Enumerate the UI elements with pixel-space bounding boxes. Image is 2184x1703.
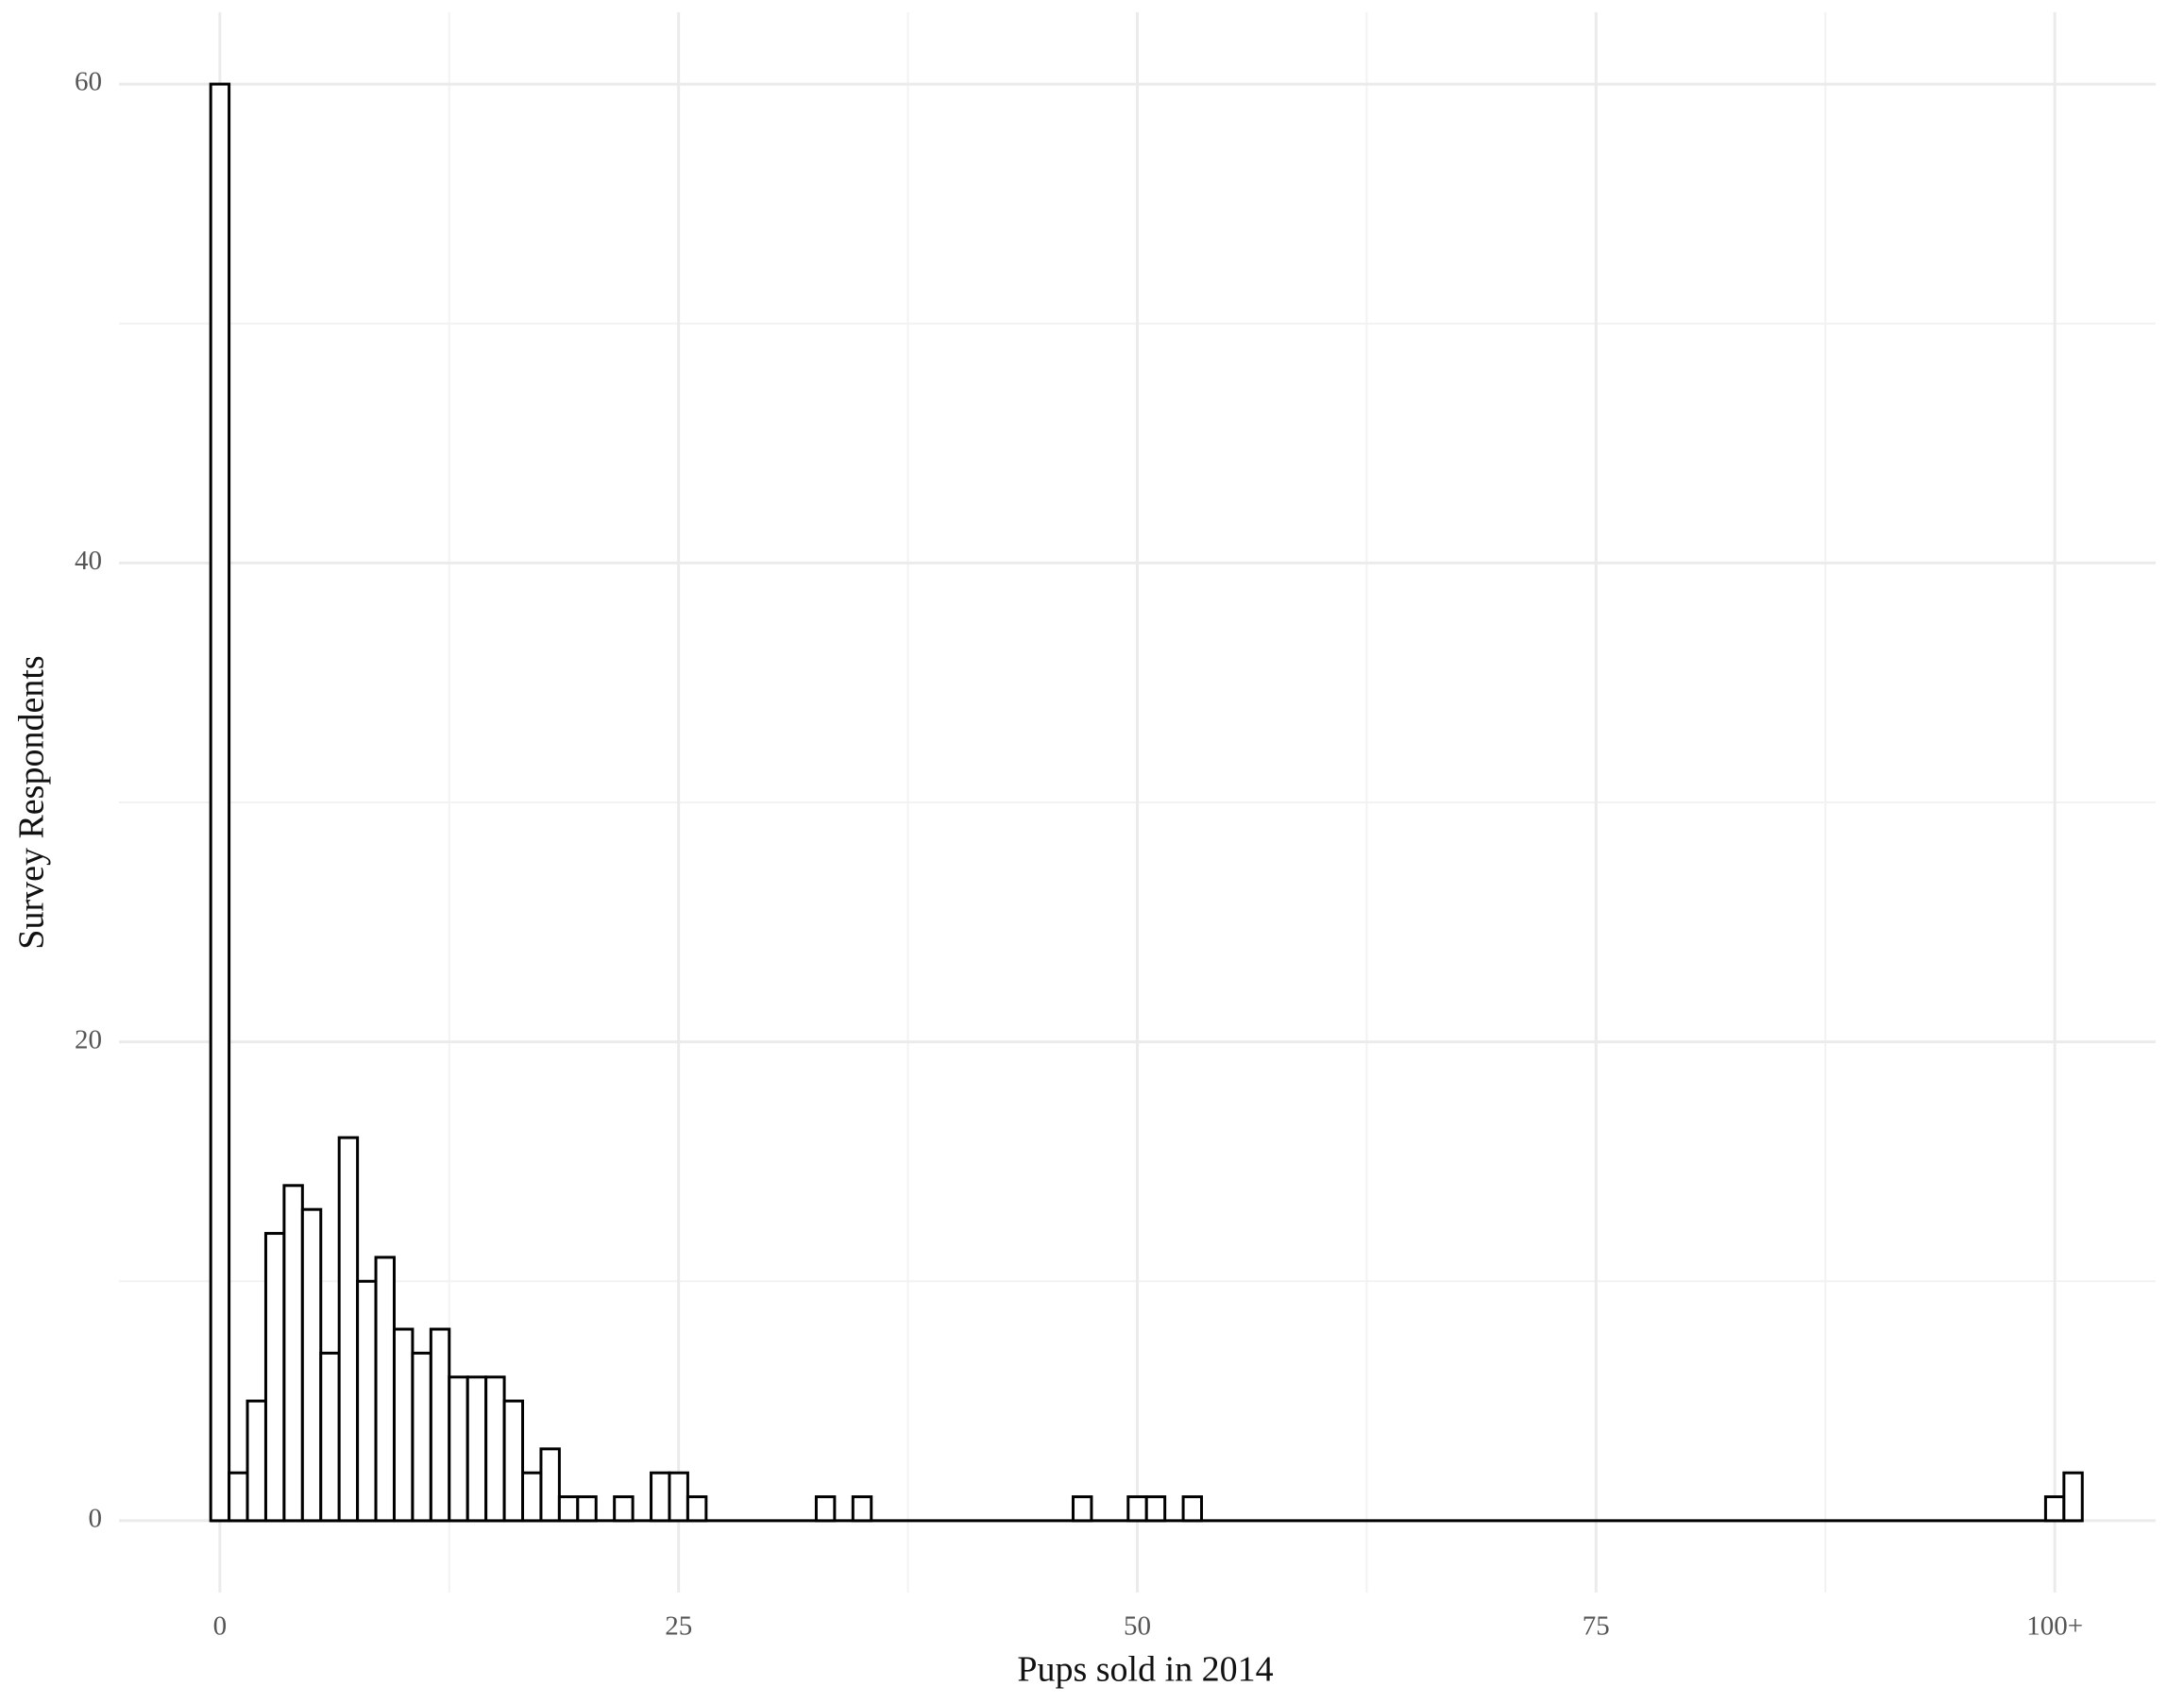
bar xyxy=(429,1327,451,1523)
bar xyxy=(228,1471,249,1523)
bar xyxy=(448,1375,469,1523)
x-tick-label: 50 xyxy=(1124,1611,1151,1642)
bar xyxy=(851,1495,873,1523)
bar xyxy=(686,1495,708,1523)
y-tick-label: 40 xyxy=(75,546,102,576)
bar xyxy=(1181,1495,1204,1523)
bar xyxy=(1144,1495,1167,1523)
bar xyxy=(502,1399,525,1523)
x-tick-label: 0 xyxy=(213,1611,228,1642)
x-tick-label: 100+ xyxy=(2026,1611,2083,1642)
bar xyxy=(319,1351,341,1523)
bar xyxy=(613,1495,635,1523)
x-tick-label: 25 xyxy=(665,1611,692,1642)
bar xyxy=(245,1399,267,1523)
bar xyxy=(392,1327,415,1523)
bar xyxy=(576,1495,598,1523)
bar xyxy=(2062,1471,2084,1523)
bar xyxy=(2043,1495,2066,1523)
y-axis-title: Survey Respondents xyxy=(12,655,52,949)
x-axis-title: Pups sold in 2014 xyxy=(1017,1650,1273,1690)
y-tick-label: 20 xyxy=(75,1024,102,1054)
bar xyxy=(466,1375,488,1523)
bar xyxy=(650,1471,671,1523)
bar xyxy=(557,1495,580,1523)
y-tick-label: 60 xyxy=(75,67,102,97)
y-tick-label: 0 xyxy=(89,1504,103,1534)
bar xyxy=(484,1375,506,1523)
bar xyxy=(539,1447,561,1523)
bar xyxy=(282,1184,304,1523)
bar xyxy=(814,1495,837,1523)
bar xyxy=(300,1207,323,1523)
bar xyxy=(356,1279,378,1523)
bar xyxy=(1071,1495,1093,1523)
x-tick-label: 75 xyxy=(1583,1611,1610,1642)
bar xyxy=(374,1256,396,1523)
bar xyxy=(209,82,231,1523)
bar xyxy=(263,1232,286,1523)
bar xyxy=(521,1471,543,1523)
bar xyxy=(668,1471,689,1523)
bar xyxy=(337,1136,360,1523)
bar xyxy=(1126,1495,1148,1523)
bar xyxy=(411,1351,432,1523)
